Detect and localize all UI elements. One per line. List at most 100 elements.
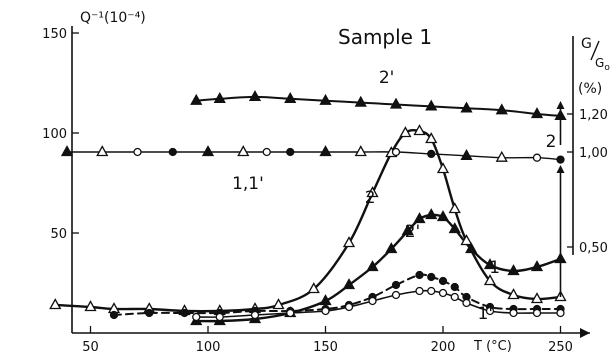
filled-triangle-marker — [201, 145, 215, 157]
filled-triangle-marker — [425, 99, 438, 111]
filled-triangle-marker — [425, 208, 438, 220]
x-tick-label: 200 — [431, 340, 456, 355]
filled-circle-marker — [286, 147, 295, 157]
curve-label: 2' — [379, 68, 395, 88]
marker-layer — [49, 90, 567, 326]
open-triangle-marker — [507, 288, 520, 300]
annotation-layer: 2 2' 1 1' 2 1,1' 2' — [232, 68, 556, 324]
filled-circle-marker — [427, 149, 436, 159]
x-tick-label: 100 — [196, 340, 221, 355]
filled-triangle-marker — [389, 97, 403, 109]
filled-triangle-marker — [248, 90, 262, 102]
filled-triangle-marker — [284, 91, 297, 103]
open-circle-marker — [532, 308, 542, 318]
filled-triangle-marker — [448, 222, 461, 234]
filled-circle-marker — [556, 155, 565, 164]
ratio-unit: (%) — [578, 81, 602, 97]
filled-triangle-marker — [385, 242, 398, 254]
filled-triangle-marker — [60, 145, 74, 157]
ratio-glyph: G — [581, 36, 592, 52]
curve-label: 1' — [478, 304, 494, 324]
open-triangle-marker — [530, 292, 544, 304]
open-circle-marker — [391, 290, 401, 300]
filled-triangle-marker — [366, 260, 379, 272]
arrow-head — [556, 253, 565, 261]
open-circle-marker — [133, 147, 142, 157]
y-axis-left-label: Q⁻¹(10⁻⁴) — [80, 10, 146, 26]
filled-triangle-marker — [190, 93, 203, 105]
open-triangle-marker — [413, 124, 426, 136]
open-circle-marker — [450, 292, 459, 302]
filled-circle-marker — [145, 308, 154, 318]
arrow-head — [556, 101, 565, 109]
y-tick-label: 150 — [42, 27, 67, 42]
filled-circle-marker — [168, 147, 177, 157]
y-tick-label: 100 — [42, 127, 67, 142]
open-triangle-marker — [342, 236, 356, 248]
filled-circle-marker — [180, 308, 189, 318]
open-circle-marker — [286, 308, 295, 318]
series-line — [66, 151, 562, 161]
series-layer — [54, 95, 562, 323]
right-tick-label: 1,20 — [579, 108, 608, 123]
filled-triangle-marker — [213, 91, 226, 103]
filled-circle-marker — [109, 310, 119, 320]
tick-layer: 50 100 150 200 250 50 100 150 1,20 1,00 0,50 — [42, 27, 608, 355]
x-axis-label: T (°C) — [473, 339, 512, 354]
right-tick-label: 0,50 — [579, 241, 608, 256]
filled-triangle-marker — [342, 278, 356, 290]
filled-triangle-marker — [530, 107, 544, 119]
open-triangle-marker — [495, 150, 508, 162]
open-circle-marker — [368, 296, 377, 306]
filled-triangle-marker — [401, 224, 414, 236]
open-circle-marker — [556, 308, 565, 318]
ratio-slash — [590, 40, 600, 61]
curve-label: 2 — [546, 132, 557, 152]
curve-label: 2' — [405, 222, 421, 242]
open-triangle-marker — [354, 145, 367, 157]
filled-triangle-marker — [319, 294, 332, 306]
filled-triangle-marker — [354, 95, 367, 107]
x-axis-arrow — [580, 328, 590, 338]
y-axis-right-label: G Go (%) — [578, 36, 610, 97]
open-triangle-marker — [237, 145, 250, 157]
open-circle-marker — [427, 286, 436, 296]
open-circle-marker — [415, 286, 424, 296]
filled-triangle-marker — [319, 93, 332, 105]
filled-circle-marker — [415, 270, 424, 280]
filled-circle-marker — [438, 276, 448, 286]
series-line — [54, 129, 562, 313]
chart-title: Sample 1 — [338, 25, 432, 49]
open-triangle-marker — [96, 145, 109, 157]
open-circle-marker — [215, 312, 224, 322]
x-tick-label: 250 — [548, 340, 573, 355]
open-triangle-marker — [307, 282, 320, 294]
open-triangle-marker — [436, 162, 450, 174]
arrow-layer — [556, 101, 565, 297]
open-triangle-marker — [399, 126, 412, 138]
filled-circle-marker — [427, 272, 436, 282]
open-circle-marker — [532, 153, 542, 162]
open-triangle-marker — [49, 298, 62, 310]
open-triangle-marker — [84, 300, 97, 312]
ratio-denominator: Go — [595, 56, 610, 73]
y-tick-label: 50 — [50, 227, 67, 242]
filled-triangle-marker — [413, 212, 426, 224]
x-tick-label: 150 — [313, 340, 338, 355]
open-triangle-marker — [272, 298, 285, 310]
filled-triangle-marker — [436, 210, 450, 222]
open-circle-marker — [391, 147, 401, 157]
filled-triangle-marker — [495, 103, 508, 115]
open-circle-marker — [250, 310, 260, 320]
filled-triangle-marker — [460, 101, 473, 113]
open-circle-marker — [485, 306, 495, 316]
open-triangle-marker — [366, 186, 379, 198]
curve-label: 2 — [365, 188, 376, 208]
open-circle-marker — [438, 288, 448, 298]
curve-label: 1,1' — [232, 174, 264, 194]
filled-triangle-marker — [319, 145, 332, 157]
arrow-head — [556, 165, 565, 173]
open-circle-marker — [192, 312, 201, 322]
x-tick-label: 50 — [82, 340, 99, 355]
